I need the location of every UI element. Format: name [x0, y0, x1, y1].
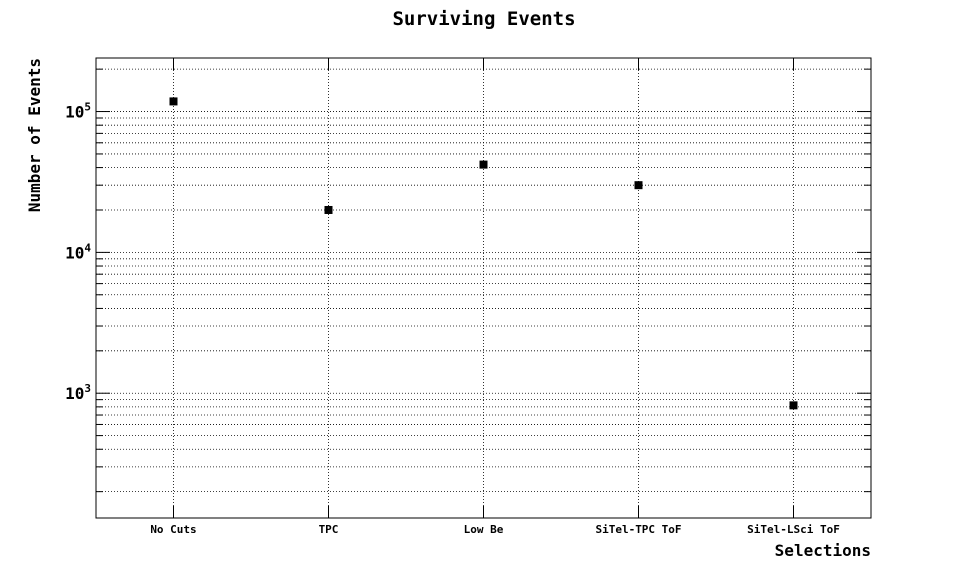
data-point — [634, 181, 643, 190]
chart-title: Surviving Events — [392, 8, 575, 30]
x-tick-label: No Cuts — [150, 523, 196, 536]
x-tick-label: SiTel-TPC ToF — [595, 523, 681, 536]
y-axis-title: Number of Events — [25, 58, 44, 212]
x-tick-label: TPC — [319, 523, 339, 536]
data-points — [169, 97, 798, 410]
x-axis-title: Selections — [775, 541, 871, 560]
x-axis-ticks — [173, 58, 794, 518]
y-tick-label: 103 — [65, 382, 91, 403]
data-point — [169, 97, 178, 106]
y-axis-ticks — [96, 68, 871, 493]
data-point — [324, 205, 333, 214]
x-tick-label: SiTel-LSci ToF — [747, 523, 840, 536]
y-tick-label: 105 — [65, 101, 91, 122]
x-axis-tick-labels: No Cuts TPC Low Be SiTel-TPC ToF SiTel-LSci … — [150, 523, 840, 536]
data-point — [789, 401, 798, 410]
data-point — [479, 160, 488, 169]
grid — [96, 58, 871, 518]
y-axis-tick-labels: 103 104 105 — [65, 101, 91, 404]
y-tick-label: 104 — [65, 241, 91, 262]
x-tick-label: Low Be — [464, 523, 504, 536]
